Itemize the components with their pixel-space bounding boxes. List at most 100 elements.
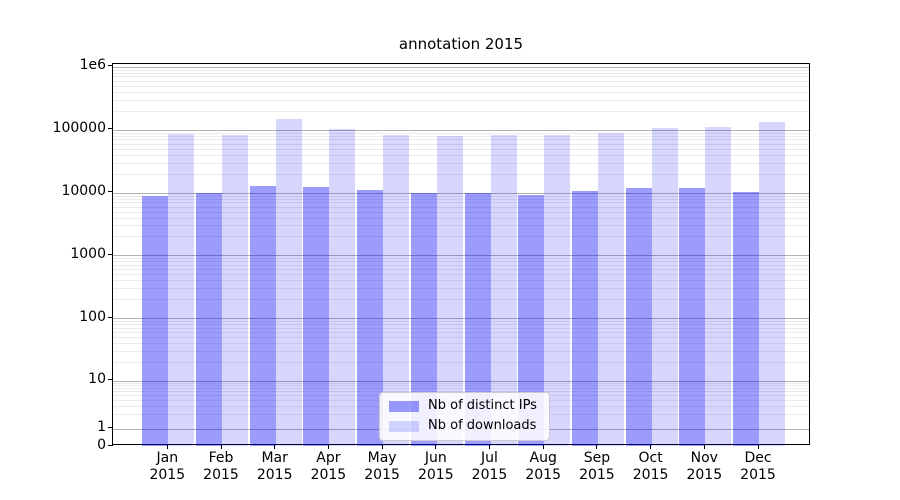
y-tick-label: 100000	[52, 120, 106, 137]
gridline-minor	[113, 132, 809, 134]
gridline-minor	[113, 173, 809, 175]
gridline-minor	[113, 320, 809, 322]
gridline-minor	[113, 162, 809, 164]
gridline-minor	[113, 299, 809, 301]
legend-label-distinct-ips: Nb of distinct IPs	[428, 398, 537, 413]
gridline-minor	[113, 206, 809, 208]
legend: Nb of distinct IPs Nb of downloads	[379, 392, 550, 441]
bar-distinct-ips	[196, 193, 222, 446]
gridline-minor	[113, 143, 809, 145]
y-tick-label: 1	[97, 419, 106, 435]
gridline-minor	[113, 288, 809, 290]
bar-distinct-ips	[142, 196, 169, 446]
gridline-major	[113, 129, 809, 131]
x-tick	[650, 445, 652, 449]
bar-distinct-ips	[679, 187, 706, 446]
y-tick	[108, 191, 113, 193]
gridline-minor	[113, 202, 809, 204]
gridline-minor	[113, 76, 809, 78]
y-tick	[108, 427, 113, 428]
gridline-minor	[113, 269, 809, 271]
bar-downloads	[168, 133, 195, 446]
gridline-minor	[113, 85, 809, 87]
gridline-major	[113, 192, 809, 194]
x-tick-label: Sep 2015	[579, 450, 615, 483]
gridline-minor	[113, 327, 809, 329]
y-tick	[108, 379, 113, 380]
bar-downloads	[651, 128, 678, 446]
gridline-major	[113, 66, 809, 68]
y-tick	[108, 444, 113, 446]
gridline-major	[113, 255, 809, 257]
y-tick-label: 1000	[70, 245, 106, 262]
y-tick	[108, 316, 113, 318]
bar-downloads	[759, 121, 785, 446]
gridline-minor	[113, 154, 809, 156]
gridline-minor	[113, 110, 809, 112]
legend-item-downloads: Nb of downloads	[389, 418, 537, 434]
bar-downloads	[329, 129, 356, 446]
chart-title: annotation 2015	[398, 35, 524, 53]
bar-distinct-ips	[303, 186, 330, 446]
x-tick	[757, 445, 759, 449]
y-tick	[108, 128, 113, 130]
x-tick-label: Jan 2015	[149, 450, 186, 483]
legend-item-distinct-ips: Nb of distinct IPs	[389, 398, 537, 414]
legend-label-downloads: Nb of downloads	[428, 418, 537, 433]
bar-distinct-ips	[249, 185, 276, 446]
legend-swatch-downloads	[389, 420, 419, 432]
gridline-minor	[113, 280, 809, 282]
gridline-minor	[113, 135, 809, 137]
gridline-minor	[113, 69, 809, 71]
gridline-minor	[113, 211, 809, 213]
gridline-minor	[113, 387, 809, 389]
x-tick	[274, 445, 276, 449]
gridline-minor	[113, 139, 809, 141]
bar-downloads	[275, 118, 302, 446]
x-tick	[542, 445, 544, 449]
x-tick-label: May 2015	[364, 450, 400, 483]
x-tick-label: Apr 2015	[310, 450, 347, 483]
y-tick	[108, 65, 113, 67]
legend-swatch-distinct-ips	[389, 400, 419, 412]
bar-downloads	[597, 133, 624, 446]
gridline-minor	[113, 382, 809, 384]
gridline-minor	[113, 331, 809, 333]
y-tick-label: 10000	[61, 183, 106, 200]
x-tick-label: Mar 2015	[256, 450, 293, 483]
x-tick	[489, 445, 490, 449]
y-tick	[108, 253, 113, 255]
x-tick-label: Jul 2015	[471, 450, 508, 483]
gridline-minor	[113, 261, 809, 263]
bar-distinct-ips	[733, 192, 759, 446]
x-tick-label: Feb 2015	[203, 450, 239, 483]
x-tick-label: Dec 2015	[740, 450, 776, 483]
gridline-minor	[113, 391, 809, 393]
gridline-major	[113, 380, 809, 382]
x-tick-label: Aug 2015	[525, 450, 561, 483]
gridline-minor	[113, 258, 809, 260]
y-tick-label: 100	[79, 308, 106, 325]
gridline-minor	[113, 336, 809, 338]
y-tick-label: 10	[88, 371, 106, 387]
x-tick	[220, 445, 222, 449]
bar-distinct-ips	[571, 190, 598, 446]
gridline-minor	[113, 274, 809, 276]
gridline-minor	[113, 385, 809, 387]
gridline-minor	[113, 91, 809, 93]
bar-distinct-ips	[625, 187, 652, 446]
gridline-major	[113, 318, 809, 319]
x-tick	[703, 445, 705, 449]
gridline-minor	[113, 236, 809, 238]
x-tick-label: Nov 2015	[686, 450, 723, 483]
gridline-minor	[113, 324, 809, 326]
bar-downloads	[705, 127, 732, 446]
gridline-minor	[113, 265, 809, 266]
gridline-minor	[113, 148, 809, 150]
x-tick-label: Jun 2015	[417, 450, 454, 483]
x-tick	[166, 445, 168, 449]
x-tick	[435, 445, 437, 449]
x-tick	[381, 445, 383, 449]
gridline-minor	[113, 72, 809, 74]
